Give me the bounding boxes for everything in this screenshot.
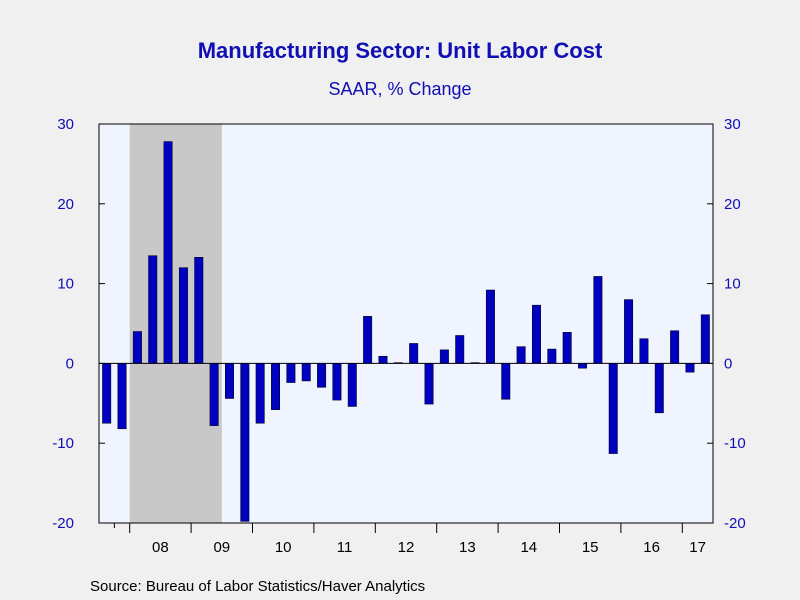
y-tick-label-left: 10 <box>57 276 74 293</box>
bar-2011-Q1 <box>317 363 327 388</box>
x-tick-label: 15 <box>582 539 599 556</box>
chart-title: Manufacturing Sector: Unit Labor Cost <box>197 38 603 63</box>
y-tick-label-left: 0 <box>66 355 74 372</box>
bar-2016-Q1 <box>624 299 634 364</box>
bar-2013-Q2 <box>455 335 465 364</box>
x-tick-label: 09 <box>213 539 230 556</box>
bar-2015-Q2 <box>578 363 587 369</box>
bar-2008-Q1 <box>132 331 142 364</box>
bar-2012-Q4 <box>424 363 434 405</box>
y-tick-label-left: -10 <box>52 435 74 452</box>
x-tick-label: 10 <box>275 539 292 556</box>
bar-2016-Q3 <box>654 363 664 414</box>
bar-2017-Q1 <box>685 363 695 373</box>
x-tick-label: 16 <box>643 539 660 556</box>
bar-2008-Q3 <box>163 141 173 364</box>
bar-2014-Q2 <box>516 346 526 364</box>
bar-2008-Q2 <box>148 255 158 364</box>
bar-2010-Q1 <box>255 363 265 424</box>
y-tick-label-left: 30 <box>57 116 74 133</box>
bar-2009-Q3 <box>225 363 234 399</box>
plot-frame <box>98 123 714 524</box>
y-tick-label-right: 20 <box>724 196 741 213</box>
x-tick-label: 14 <box>520 539 537 556</box>
x-tick-label: 08 <box>152 539 169 556</box>
bar-2007-Q4 <box>117 363 127 430</box>
y-tick-label-right: 0 <box>724 355 732 372</box>
bar-2009-Q1 <box>194 257 204 364</box>
bar-2008-Q4 <box>178 267 188 364</box>
bar-2014-Q1 <box>501 363 511 400</box>
bar-2014-Q4 <box>547 348 557 364</box>
recession-shading <box>129 124 222 523</box>
bar-2015-Q1 <box>562 332 572 364</box>
bar-2007-Q3 <box>102 363 112 424</box>
y-tick-label-left: -20 <box>52 515 74 532</box>
y-tick-label-right: 10 <box>724 276 741 293</box>
bar-2010-Q2 <box>271 363 280 410</box>
bar-2010-Q3 <box>286 363 296 383</box>
bar-2011-Q4 <box>363 316 373 364</box>
bar-2013-Q1 <box>439 349 449 364</box>
y-tick-label-left: 20 <box>57 196 74 213</box>
bar-2011-Q3 <box>347 363 357 407</box>
bar-2017-Q2 <box>700 314 710 364</box>
bar-2013-Q4 <box>485 289 495 364</box>
y-tick-label-right: -20 <box>724 515 746 532</box>
bar-2016-Q2 <box>639 338 649 364</box>
bar-2015-Q3 <box>593 276 603 364</box>
bar-2014-Q3 <box>532 304 541 364</box>
bar-2012-Q3 <box>409 343 419 364</box>
source-note: Source: Bureau of Labor Statistics/Haver… <box>90 578 426 595</box>
bar-2009-Q4 <box>240 363 250 522</box>
bar-2012-Q1 <box>378 355 388 364</box>
x-tick-label: 17 <box>689 539 706 556</box>
bar-2011-Q2 <box>332 363 342 401</box>
bar-2010-Q4 <box>301 363 311 382</box>
bar-2009-Q2 <box>209 363 219 426</box>
y-tick-label-right: 30 <box>724 116 741 133</box>
y-tick-label-right: -10 <box>724 435 746 452</box>
chart-subtitle: SAAR, % Change <box>328 79 472 99</box>
axes-group: 30 30 20 20 10 10 0 0 -10 -10 -20 -20 08 09 10 11 12 13 14… <box>52 116 745 556</box>
bar-2016-Q4 <box>670 330 680 364</box>
x-tick-label: 13 <box>459 539 476 556</box>
bars-group <box>102 141 710 522</box>
bar-2015-Q4 <box>608 363 618 454</box>
x-tick-label: 12 <box>398 539 415 556</box>
x-tick-label: 11 <box>337 539 353 556</box>
